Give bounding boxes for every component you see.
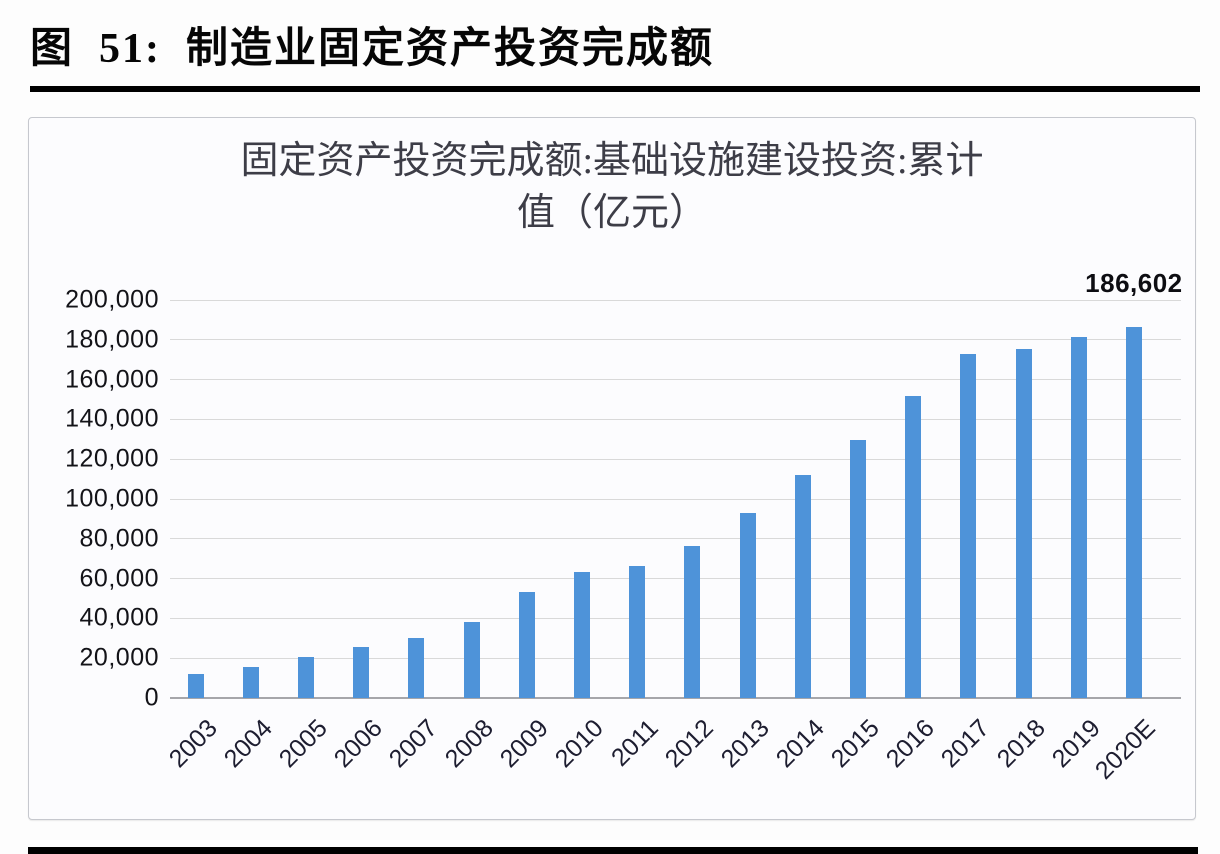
x-tick-label: 2017 — [935, 714, 996, 774]
bar-2016 — [905, 396, 922, 698]
gridline — [170, 299, 1181, 301]
gridline — [170, 498, 1181, 500]
bar-2015 — [849, 439, 866, 698]
x-tick-label: 2012 — [659, 714, 720, 774]
y-tick-label: 80,000 — [79, 524, 159, 553]
gridline — [170, 339, 1181, 341]
bar-2005 — [297, 656, 314, 698]
y-tick-label: 140,000 — [65, 404, 159, 433]
figure-caption: 图 51: 制造业固定资产投资完成额 — [30, 26, 714, 72]
y-tick-label: 100,000 — [65, 484, 159, 513]
y-tick-label: 60,000 — [79, 564, 159, 593]
y-axis-tick-labels: 0 20,000 40,000 60,000 80,000 100,000 120,000 1… — [29, 286, 159, 712]
chart-title: 固定资产投资完成额:基础设施建设投资:累计 值（亿元） — [29, 136, 1195, 239]
y-tick-label: 120,000 — [65, 444, 159, 473]
x-tick-label: 2003 — [163, 714, 223, 774]
x-tick-label: 2011 — [606, 714, 664, 772]
bar-2007 — [408, 637, 425, 698]
chart-card: 固定资产投资完成额:基础设施建设投资:累计 值（亿元） 0 20,000 40,00… — [28, 117, 1196, 820]
x-tick-label: 2015 — [825, 714, 885, 774]
x-tick-label: 2007 — [383, 714, 444, 774]
y-tick-label: 200,000 — [65, 285, 159, 314]
y-tick-label: 40,000 — [79, 603, 159, 632]
x-tick-label: 2010 — [549, 714, 609, 774]
plot-area — [170, 299, 1181, 699]
x-tick-label: 2016 — [880, 714, 940, 774]
x-tick-label: 2013 — [715, 714, 775, 774]
bar-2018 — [1015, 349, 1032, 698]
max-bar-data-label: 186,602 — [1085, 268, 1183, 298]
caption-underline-rule — [30, 86, 1200, 92]
x-tick-label: 2009 — [494, 714, 554, 774]
bar-2010 — [573, 571, 590, 698]
bar-2014 — [794, 475, 811, 698]
bottom-rule — [28, 847, 1198, 854]
y-tick-label: 180,000 — [65, 325, 159, 354]
gridline — [170, 657, 1181, 659]
gridline — [170, 458, 1181, 460]
bar-2013 — [739, 512, 756, 698]
bar-2003 — [187, 674, 204, 698]
gridline — [170, 379, 1181, 381]
x-tick-label: 2005 — [273, 714, 333, 774]
x-tick-label: 2018 — [991, 714, 1051, 774]
bar-2011 — [629, 566, 646, 698]
bar-2012 — [684, 546, 701, 698]
gridline — [170, 418, 1181, 420]
bar-2006 — [353, 647, 370, 698]
x-tick-label: 2008 — [439, 714, 499, 774]
x-axis-line — [170, 697, 1181, 699]
bar-2019 — [1070, 336, 1087, 698]
x-tick-label: 2020E — [1089, 714, 1161, 785]
x-axis-tick-labels: 2003 2004 2005 2006 2007 2008 2009 2010 2011 2012… — [163, 714, 1181, 824]
bar-2008 — [463, 622, 480, 698]
gridline — [170, 538, 1181, 540]
bar-2017 — [960, 354, 977, 698]
y-tick-label: 0 — [144, 683, 159, 712]
x-tick-label: 2006 — [328, 714, 388, 774]
chart-title-line1: 固定资产投资完成额:基础设施建设投资:累计 — [240, 140, 984, 182]
gridline — [170, 578, 1181, 580]
bar-2020E — [1125, 326, 1142, 698]
y-tick-label: 20,000 — [79, 643, 159, 672]
bar-2009 — [518, 591, 535, 698]
chart-title-line2: 值（亿元） — [516, 191, 707, 234]
gridline — [170, 617, 1181, 619]
x-tick-label: 2014 — [770, 714, 830, 774]
y-tick-label: 160,000 — [65, 365, 159, 394]
x-tick-label: 2004 — [218, 714, 278, 774]
bar-2004 — [242, 666, 259, 698]
